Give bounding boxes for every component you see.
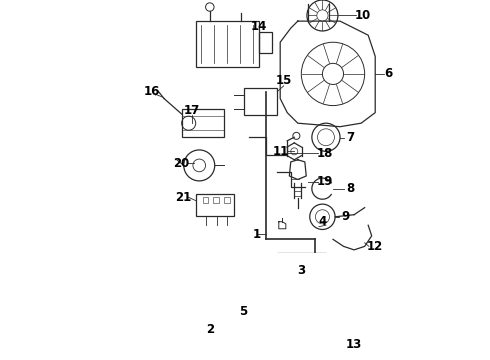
Text: 13: 13 <box>346 338 362 351</box>
Text: 19: 19 <box>317 175 333 188</box>
Text: 4: 4 <box>318 215 326 228</box>
Bar <box>327 334 339 341</box>
Bar <box>182 109 224 137</box>
Text: 21: 21 <box>175 190 191 204</box>
Bar <box>196 194 234 216</box>
Text: 9: 9 <box>342 210 350 223</box>
Bar <box>224 197 229 203</box>
Text: 6: 6 <box>384 67 392 80</box>
Bar <box>196 21 259 67</box>
Text: 1: 1 <box>253 228 261 241</box>
Bar <box>259 32 272 53</box>
Text: 15: 15 <box>275 75 292 87</box>
Text: 3: 3 <box>297 265 305 278</box>
Text: 14: 14 <box>251 20 267 33</box>
Text: 11: 11 <box>273 145 289 158</box>
Text: 10: 10 <box>354 9 370 22</box>
Bar <box>277 253 326 292</box>
Text: 18: 18 <box>317 147 333 160</box>
Text: 8: 8 <box>346 182 355 195</box>
Text: 16: 16 <box>143 85 160 98</box>
Text: 7: 7 <box>346 131 355 144</box>
Text: 17: 17 <box>184 104 200 117</box>
Text: 20: 20 <box>173 157 190 170</box>
Text: 5: 5 <box>239 305 247 318</box>
Bar <box>203 197 208 203</box>
Text: 12: 12 <box>367 240 383 253</box>
Bar <box>213 197 219 203</box>
Text: 2: 2 <box>206 323 214 336</box>
Bar <box>244 88 277 115</box>
